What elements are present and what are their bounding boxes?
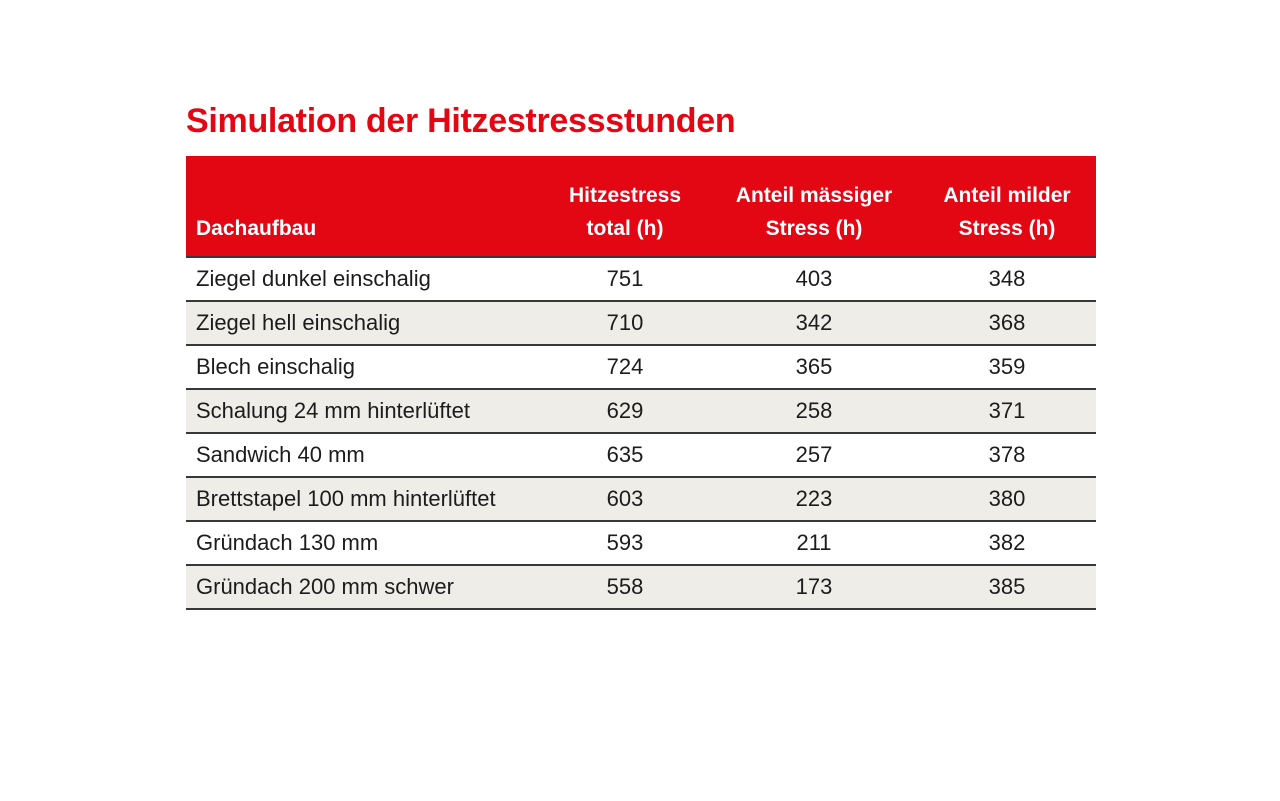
table-row: Brettstapel 100 mm hinterlüftet 603 223 … [186, 477, 1096, 521]
table-header: Dachaufbau Hitzestress total (h) Anteil … [186, 156, 1096, 257]
header-label: Dachaufbau [196, 217, 317, 240]
cell-total: 710 [606, 310, 644, 335]
cell-total: 751 [606, 266, 644, 291]
cell-mild: 359 [988, 354, 1026, 379]
cell-dachaufbau: Schalung 24 mm hinterlüftet [196, 398, 470, 423]
header-row: Dachaufbau Hitzestress total (h) Anteil … [186, 156, 1096, 257]
cell-moderate: 257 [795, 442, 833, 467]
header-anteil-milder-stress: Anteil milder Stress (h) [918, 156, 1096, 257]
table-body: Ziegel dunkel einschalig 751 403 348 Zie… [186, 257, 1096, 609]
cell-dachaufbau: Gründach 200 mm schwer [196, 574, 454, 599]
cell-moderate: 258 [795, 398, 833, 423]
cell-dachaufbau: Sandwich 40 mm [196, 442, 365, 467]
cell-mild: 382 [988, 530, 1026, 555]
cell-moderate: 223 [795, 486, 833, 511]
cell-moderate: 365 [795, 354, 833, 379]
heat-stress-table: Dachaufbau Hitzestress total (h) Anteil … [186, 156, 1096, 610]
table-row: Schalung 24 mm hinterlüftet 629 258 371 [186, 389, 1096, 433]
header-label-line2: Stress (h) [765, 217, 863, 240]
cell-dachaufbau: Gründach 130 mm [196, 530, 379, 555]
table-row: Ziegel hell einschalig 710 342 368 [186, 301, 1096, 345]
header-hitzestress-total: Hitzestress total (h) [540, 156, 710, 257]
header-label-line2: Stress (h) [958, 217, 1056, 240]
cell-total: 629 [606, 398, 644, 423]
cell-dachaufbau: Ziegel dunkel einschalig [196, 266, 431, 291]
table-row: Ziegel dunkel einschalig 751 403 348 [186, 257, 1096, 301]
cell-mild: 385 [988, 574, 1026, 599]
cell-total: 603 [606, 486, 644, 511]
cell-mild: 348 [988, 266, 1026, 291]
header-label-line1: Hitzestress [568, 184, 682, 207]
table-row: Blech einschalig 724 365 359 [186, 345, 1096, 389]
cell-total: 558 [606, 574, 644, 599]
cell-moderate: 211 [796, 530, 832, 555]
cell-total: 593 [606, 530, 644, 555]
cell-moderate: 403 [795, 266, 833, 291]
header-label-line2: total (h) [586, 217, 664, 240]
cell-mild: 378 [988, 442, 1026, 467]
cell-mild: 368 [988, 310, 1026, 335]
cell-moderate: 342 [795, 310, 833, 335]
cell-dachaufbau: Brettstapel 100 mm hinterlüftet [196, 486, 496, 511]
cell-mild: 371 [988, 398, 1026, 423]
table-row: Gründach 200 mm schwer 558 173 385 [186, 565, 1096, 609]
table-row: Gründach 130 mm 593 211 382 [186, 521, 1096, 565]
header-label-line1: Anteil mässiger [735, 184, 893, 207]
cell-dachaufbau: Blech einschalig [196, 354, 355, 379]
cell-moderate: 173 [795, 574, 833, 599]
cell-total: 635 [606, 442, 644, 467]
header-anteil-maessiger-stress: Anteil mässiger Stress (h) [710, 156, 918, 257]
cell-mild: 380 [988, 486, 1026, 511]
header-label-line1: Anteil milder [943, 184, 1071, 207]
header-dachaufbau: Dachaufbau [186, 156, 540, 257]
page-title: Simulation der Hitzestressstunden [186, 102, 736, 140]
cell-total: 724 [606, 354, 644, 379]
cell-dachaufbau: Ziegel hell einschalig [196, 310, 401, 335]
table-row: Sandwich 40 mm 635 257 378 [186, 433, 1096, 477]
